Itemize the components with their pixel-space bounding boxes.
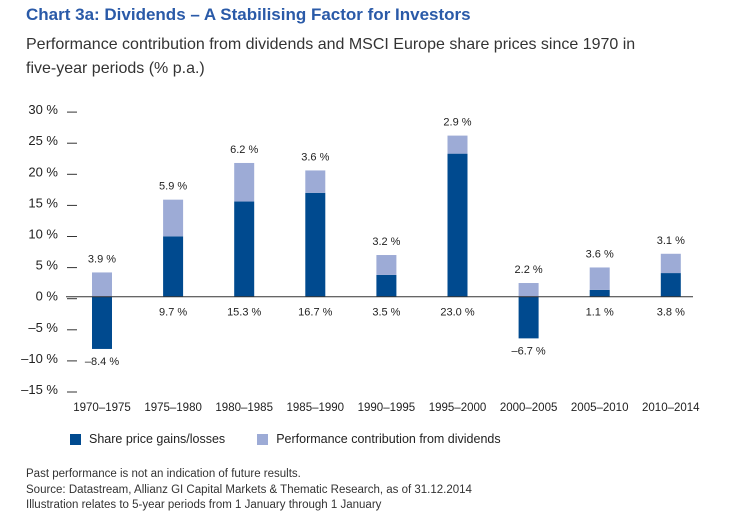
footnotes: Past performance is not an indication of… bbox=[26, 467, 472, 514]
y-tick-label: 15 % bbox=[28, 195, 58, 210]
data-label-dividend: 3.9 % bbox=[88, 253, 116, 265]
legend-item-dividends: Performance contribution from dividends bbox=[257, 432, 501, 446]
legend-swatch bbox=[70, 433, 81, 445]
data-label-share-price: 16.7 % bbox=[298, 307, 332, 319]
bar-dividend bbox=[589, 267, 610, 290]
y-tick-label: –15 % bbox=[21, 382, 58, 397]
y-tick-label: –5 % bbox=[28, 320, 58, 335]
x-tick-label: 2000–2005 bbox=[500, 402, 558, 414]
bar-share-price bbox=[305, 192, 326, 297]
data-label-dividend: 3.6 % bbox=[586, 248, 614, 260]
bar-dividend bbox=[305, 170, 326, 193]
y-tick-label: 30 % bbox=[28, 102, 58, 117]
x-tick-label: 2005–2010 bbox=[571, 402, 629, 414]
bar-dividend bbox=[447, 135, 468, 154]
bar-dividend bbox=[163, 199, 184, 237]
chart-subtitle: Performance contribution from dividends … bbox=[26, 36, 636, 77]
footnote: Illustration relates to 5-year periods f… bbox=[26, 499, 382, 511]
footnote: Past performance is not an indication of… bbox=[26, 468, 301, 480]
data-label-dividend: 5.9 % bbox=[159, 181, 187, 193]
bar-share-price bbox=[92, 296, 112, 349]
bar-share-price bbox=[447, 153, 468, 297]
data-label-dividend: 6.2 % bbox=[230, 144, 258, 156]
x-tick-label: 2010–2014 bbox=[642, 402, 700, 414]
x-tick-label: 1990–1995 bbox=[358, 402, 416, 414]
legend-swatch bbox=[257, 433, 269, 445]
bar-share-price bbox=[660, 273, 681, 297]
y-tick-label: –10 % bbox=[21, 351, 58, 366]
y-tick-label: 20 % bbox=[28, 164, 58, 179]
x-tick-label: 1985–1990 bbox=[287, 402, 345, 414]
data-label-dividend: 3.1 % bbox=[657, 235, 685, 247]
bar-chart: 30 % 25 % 20 % 15 % 10 % 5 % 0 % –5 % –10 % –15 %… bbox=[21, 102, 700, 414]
legend-label: Performance contribution from dividends bbox=[276, 432, 501, 446]
data-label-share-price: 23.0 % bbox=[440, 307, 474, 319]
x-tick-label: 1975–1980 bbox=[144, 402, 202, 414]
data-label-dividend: 2.9 % bbox=[443, 117, 471, 129]
data-label-share-price: 9.7 % bbox=[159, 307, 187, 319]
chart-title: Chart 3a: Dividends – A Stabilising Fact… bbox=[26, 5, 471, 24]
legend-label: Share price gains/losses bbox=[89, 432, 226, 446]
bar-dividend bbox=[234, 162, 255, 202]
y-tick-label: 5 % bbox=[36, 258, 59, 273]
x-tick-label: 1995–2000 bbox=[429, 402, 487, 414]
bar-dividend bbox=[518, 283, 539, 297]
bar-share-price bbox=[589, 289, 610, 297]
data-label-share-price: 15.3 % bbox=[227, 307, 261, 319]
x-tick-label: 1970–1975 bbox=[73, 402, 131, 414]
source-note: Source: Datastream, Allianz GI Capital M… bbox=[26, 483, 472, 496]
data-label-share-price: 3.5 % bbox=[372, 307, 400, 319]
bar-dividend bbox=[376, 255, 397, 275]
bar-share-price bbox=[376, 274, 397, 297]
x-tick-label: 1980–1985 bbox=[215, 402, 273, 414]
data-label-dividend: 3.6 % bbox=[301, 151, 329, 163]
bar-share-price bbox=[518, 296, 539, 339]
y-tick-label: 25 % bbox=[28, 133, 58, 148]
bar-share-price bbox=[163, 236, 184, 297]
legend: Share price gains/losses Performance con… bbox=[70, 432, 501, 446]
data-label-share-price: –6.7 % bbox=[511, 345, 545, 357]
data-label-share-price: 3.8 % bbox=[657, 307, 685, 319]
data-label-share-price: 1.1 % bbox=[586, 307, 614, 319]
data-label-dividend: 3.2 % bbox=[372, 236, 400, 248]
data-label-share-price: –8.4 % bbox=[85, 356, 119, 368]
bar-share-price bbox=[234, 201, 255, 297]
bar-dividend bbox=[92, 272, 112, 297]
y-tick-label: 10 % bbox=[28, 227, 58, 242]
legend-item-share-price: Share price gains/losses bbox=[70, 432, 225, 446]
data-label-dividend: 2.2 % bbox=[515, 264, 543, 276]
bar-dividend bbox=[660, 253, 681, 274]
y-tick-label: 0 % bbox=[36, 289, 59, 304]
